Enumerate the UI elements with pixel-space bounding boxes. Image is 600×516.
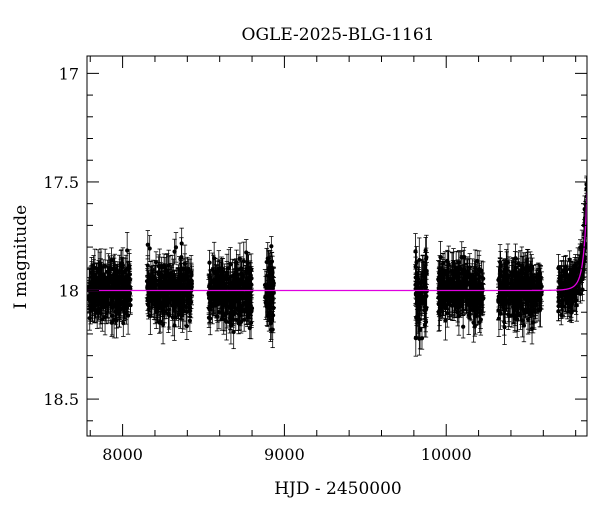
point-marker — [105, 291, 109, 295]
point-marker — [215, 284, 219, 288]
point-marker — [229, 318, 233, 322]
point-marker — [234, 298, 238, 302]
point-marker — [232, 330, 236, 334]
point-marker — [225, 311, 229, 315]
point-marker — [183, 291, 187, 295]
point-marker — [117, 299, 121, 303]
point-marker — [224, 303, 228, 307]
point-marker — [153, 298, 157, 302]
point-marker — [267, 306, 271, 310]
point-marker — [123, 300, 127, 304]
season-3 — [206, 240, 254, 349]
point-marker — [99, 280, 103, 284]
point-marker — [119, 261, 123, 265]
point-marker — [176, 279, 180, 283]
season-5 — [413, 234, 429, 357]
point-marker — [185, 310, 189, 314]
point-marker — [221, 279, 225, 283]
point-marker — [236, 321, 240, 325]
point-marker — [115, 292, 119, 296]
chart-title: OGLE-2025-BLG-1161 — [242, 25, 435, 45]
point-marker — [98, 308, 102, 312]
point-marker — [234, 260, 238, 264]
point-marker — [122, 291, 126, 295]
point-marker — [162, 263, 166, 267]
point-marker — [264, 301, 268, 305]
point-marker — [212, 256, 216, 260]
point-marker — [176, 283, 180, 287]
point-marker — [113, 277, 117, 281]
point-marker — [248, 293, 252, 297]
season-4 — [263, 237, 276, 348]
point-marker — [125, 248, 129, 252]
point-marker — [246, 313, 250, 317]
point-marker — [220, 266, 224, 270]
point-marker — [424, 255, 428, 259]
point-marker — [242, 296, 246, 300]
point-marker — [120, 271, 124, 275]
point-marker — [184, 268, 188, 272]
point-marker — [269, 299, 273, 303]
point-marker — [103, 315, 107, 319]
point-marker — [172, 323, 176, 327]
point-marker — [127, 276, 131, 280]
point-marker — [225, 273, 229, 277]
point-marker — [207, 261, 211, 265]
point-marker — [166, 301, 170, 305]
point-marker — [121, 321, 125, 325]
point-marker — [92, 274, 96, 278]
point-marker — [227, 266, 231, 270]
point-marker — [108, 266, 112, 270]
point-marker — [174, 245, 178, 249]
point-marker — [238, 304, 242, 308]
point-marker — [105, 270, 109, 274]
point-marker — [106, 303, 110, 307]
point-marker — [207, 307, 211, 311]
x-axis-label: HJD - 2450000 — [274, 479, 402, 499]
point-marker — [146, 243, 150, 247]
point-marker — [151, 277, 155, 281]
point-marker — [168, 273, 172, 277]
point-marker — [171, 304, 175, 308]
point-marker — [89, 285, 93, 289]
plot-area — [87, 176, 589, 356]
point-marker — [181, 298, 185, 302]
point-marker — [149, 283, 153, 287]
point-marker — [231, 281, 235, 285]
point-marker — [266, 256, 270, 260]
season-1 — [87, 232, 133, 338]
y-axis-label: I magnitude — [11, 205, 31, 309]
point-marker — [269, 244, 273, 248]
point-marker — [183, 273, 187, 277]
point-marker — [128, 303, 132, 307]
point-marker — [156, 306, 160, 310]
point-marker — [161, 283, 165, 287]
season-2 — [145, 228, 194, 344]
data-points — [87, 176, 589, 356]
point-marker — [92, 294, 96, 298]
point-marker — [148, 246, 152, 250]
point-marker — [156, 270, 160, 274]
point-marker — [90, 280, 94, 284]
point-marker — [158, 294, 162, 298]
